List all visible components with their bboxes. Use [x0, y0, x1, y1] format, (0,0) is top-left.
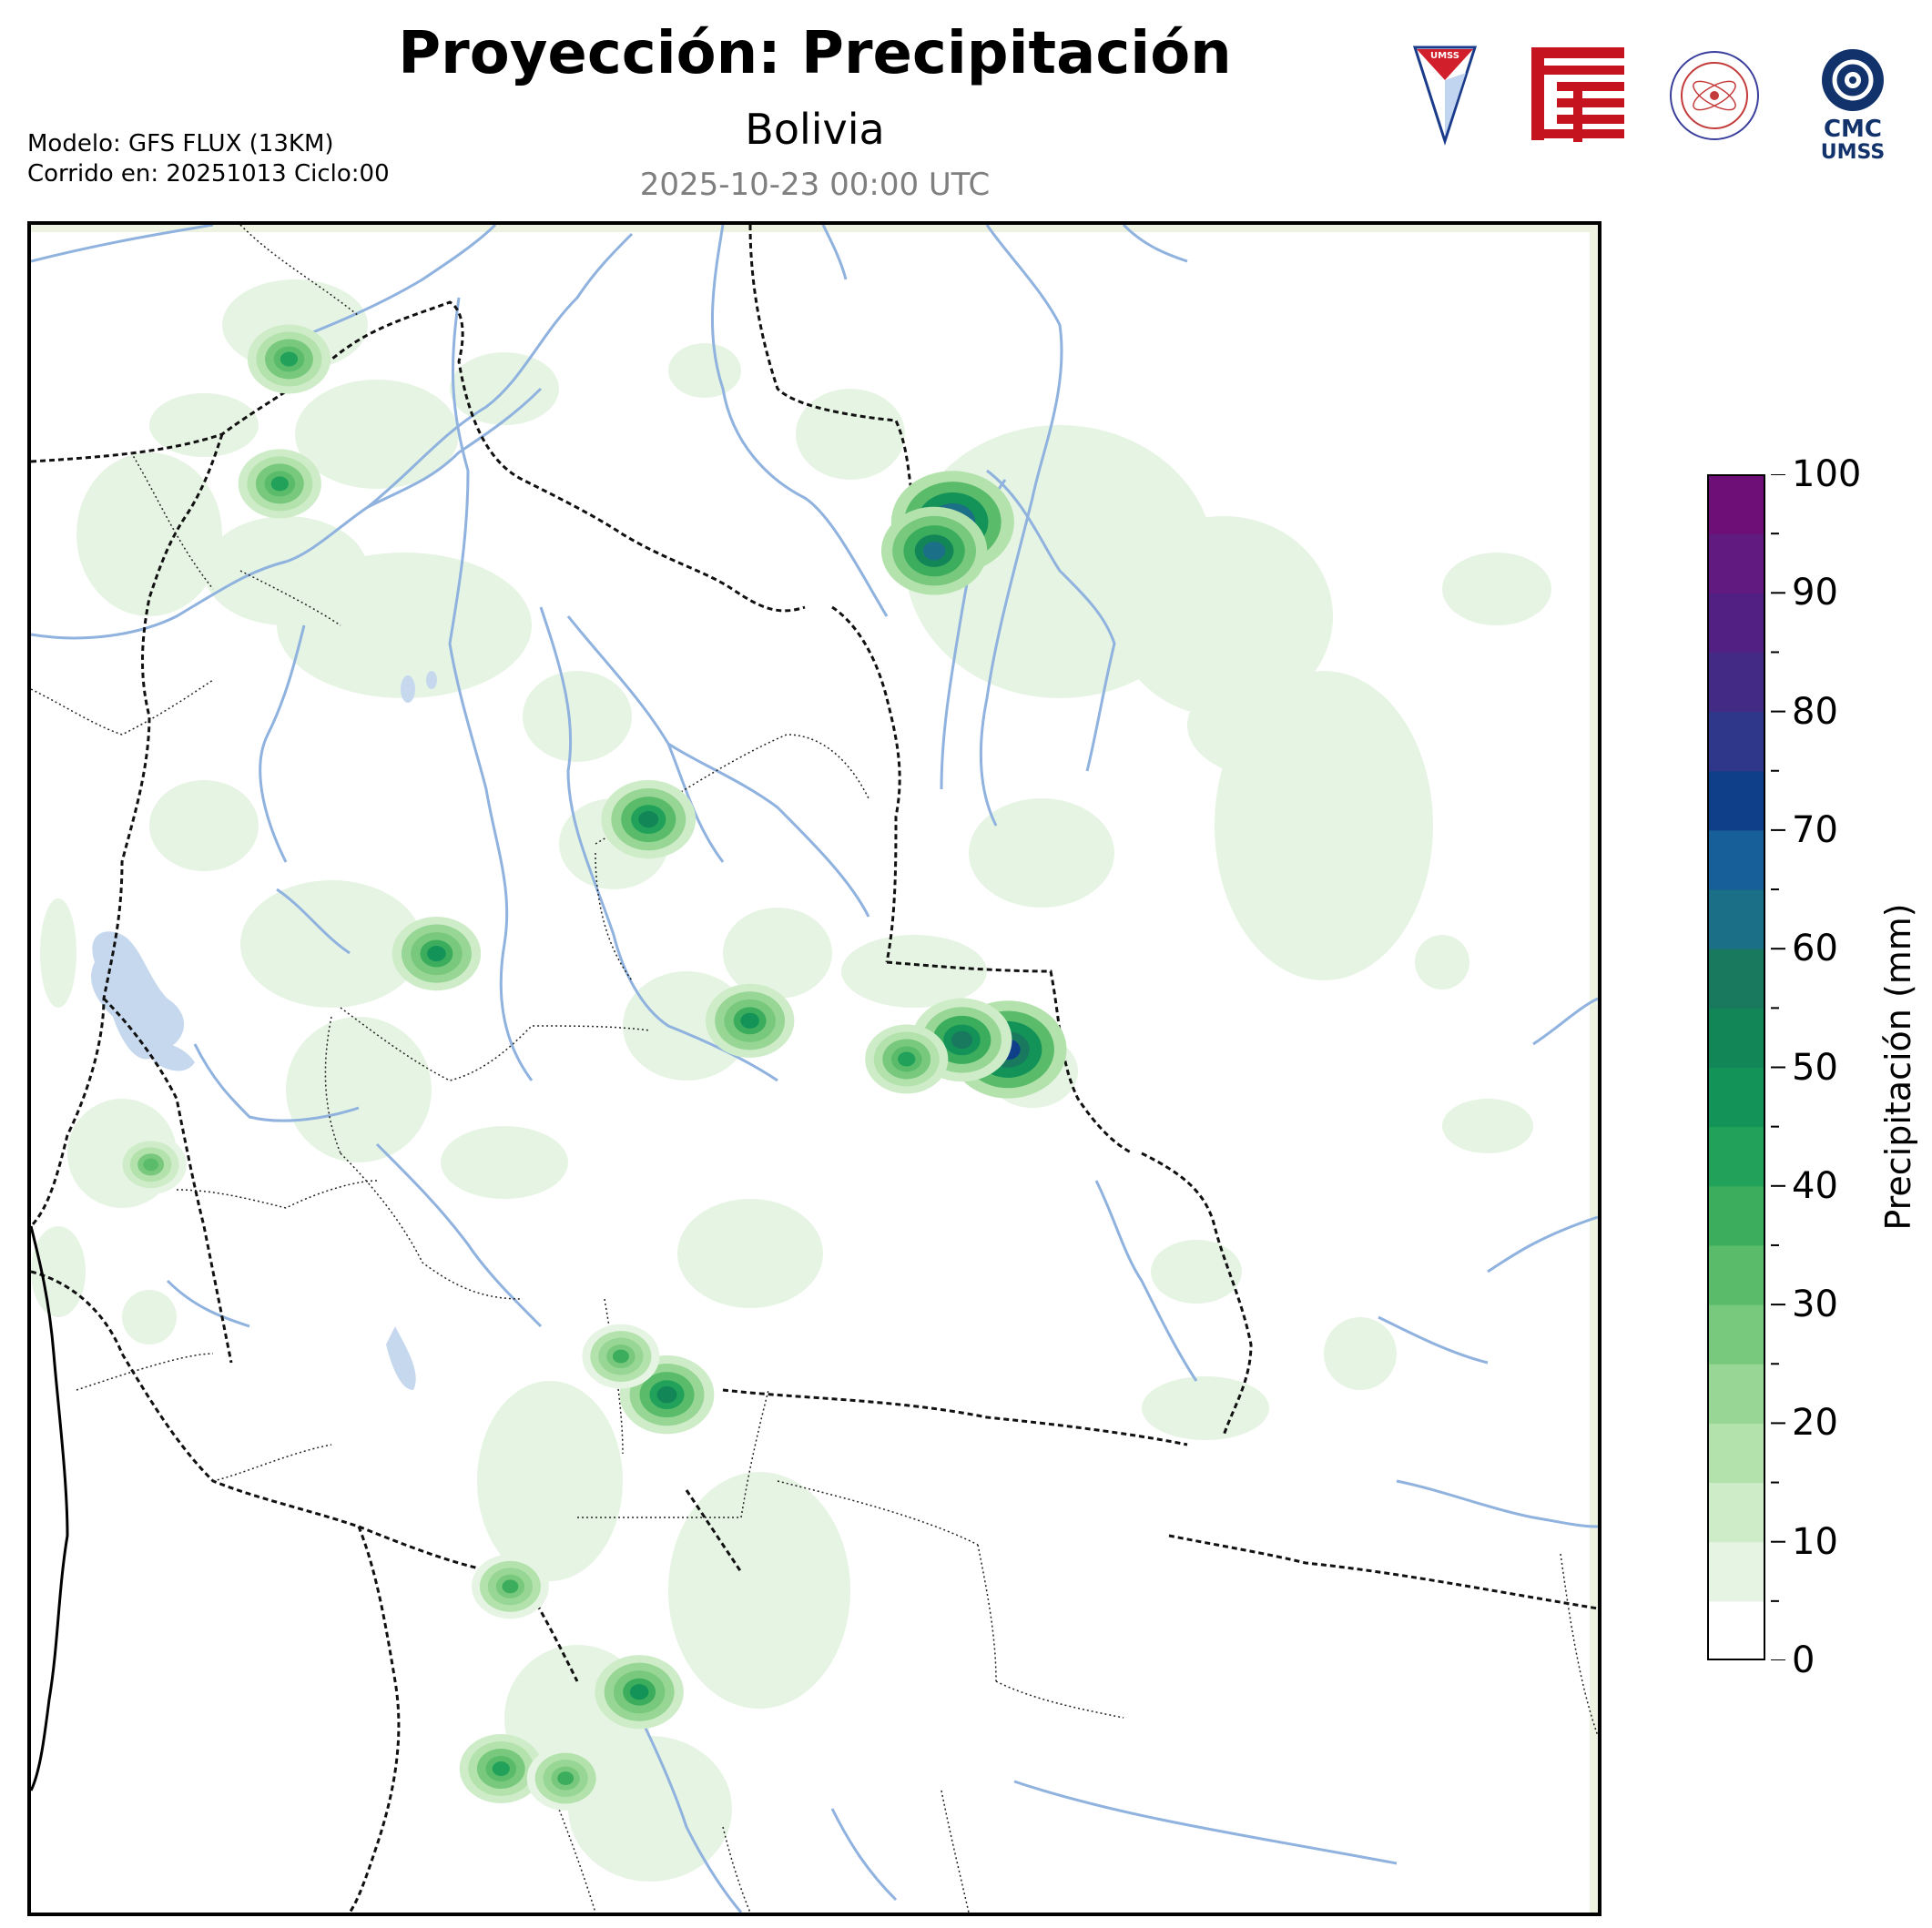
colorbar-band	[1707, 1126, 1765, 1187]
colorbar-band	[1707, 1008, 1765, 1068]
precip-contour	[656, 1386, 677, 1404]
precip-contour	[898, 1051, 916, 1067]
chart-title: Proyección: Precipitación	[398, 20, 1232, 87]
precip-contour	[143, 1158, 158, 1172]
model-info: Modelo: GFS FLUX (13KM) Corrido en: 2025…	[27, 129, 390, 189]
land-margin-right	[1590, 225, 1598, 1913]
colorbar-ticks	[1771, 474, 1785, 1660]
colorbar-label: Precipitación (mm)	[1878, 903, 1918, 1231]
colorbar-tick-label: 70	[1792, 808, 1838, 851]
coastline	[31, 1225, 69, 1791]
precip-contour	[951, 1030, 973, 1050]
precip-contour	[270, 476, 289, 492]
colorbar-band	[1707, 593, 1765, 653]
colorbar-tick-label: 40	[1792, 1164, 1838, 1207]
colorbar-band	[1707, 829, 1765, 890]
colorbar-tick-label: 100	[1792, 453, 1862, 495]
precip-contour	[612, 1349, 629, 1364]
svg-text:UMSS: UMSS	[1821, 141, 1885, 164]
precip-contour	[492, 1761, 510, 1776]
colorbar-outline	[1707, 474, 1765, 1660]
svg-text:CMC: CMC	[1824, 116, 1882, 143]
svg-text:UMSS: UMSS	[1430, 51, 1459, 61]
institution-logos: UMSS CMC UMSS	[1393, 46, 1903, 164]
colorbar-band	[1707, 1364, 1765, 1424]
national-borders	[31, 225, 1598, 1913]
colorbar-tick-label: 10	[1792, 1520, 1838, 1563]
precip-contour	[638, 811, 659, 828]
colorbar-tick-label: 0	[1792, 1639, 1815, 1681]
land-margin-top	[31, 225, 1598, 232]
precip-contour	[502, 1579, 519, 1594]
colorbar-tick-label: 20	[1792, 1402, 1838, 1445]
colorbar-tick-label: 80	[1792, 690, 1838, 733]
colorbar-band	[1707, 889, 1765, 949]
colorbar-band	[1707, 652, 1765, 713]
colorbar-band	[1707, 474, 1765, 534]
colorbar-band	[1707, 1541, 1765, 1602]
colorbar-band	[1707, 1067, 1765, 1128]
colorbar-band	[1707, 1185, 1765, 1246]
colorbar-tick-label: 60	[1792, 928, 1838, 970]
colorbar-band	[1707, 1244, 1765, 1305]
colorbar-tick-label: 90	[1792, 572, 1838, 614]
colorbar	[1707, 474, 1765, 1660]
colorbar-band	[1707, 770, 1765, 831]
colorbar-band	[1707, 949, 1765, 1009]
precip-contour	[557, 1771, 575, 1785]
run-line: Corrido en: 20251013 Ciclo:00	[27, 160, 390, 188]
precip-contour	[629, 1684, 649, 1700]
cmc-umss-logo: CMC UMSS	[1821, 49, 1885, 164]
colorbar-band	[1707, 1600, 1765, 1660]
map-canvas	[31, 225, 1598, 1913]
model-line: Modelo: GFS FLUX (13KM)	[27, 130, 334, 157]
precip-contour	[280, 351, 299, 367]
chart-subtitle: Bolivia	[745, 105, 885, 154]
colorbar-band	[1707, 711, 1765, 772]
precipitation-map	[27, 221, 1602, 1916]
precip-contour	[922, 541, 946, 561]
precip-contour	[740, 1012, 759, 1029]
colorbar-band	[1707, 1304, 1765, 1365]
umss-shield-logo: UMSS	[1413, 46, 1477, 146]
precip-contour	[427, 946, 446, 962]
colorbar-tick-label: 50	[1792, 1046, 1838, 1089]
colorbar-band	[1707, 1482, 1765, 1543]
forecast-datetime: 2025-10-23 00:00 UTC	[639, 167, 991, 203]
lakes	[91, 671, 437, 1390]
colorbar-tick-label: 30	[1792, 1284, 1838, 1326]
colorbar-band	[1707, 533, 1765, 594]
precipitation-cells	[115, 324, 1067, 1811]
colorbar-band	[1707, 1423, 1765, 1484]
fcyt-red-logo	[1531, 47, 1624, 142]
departamento-fisica-seal-logo	[1670, 51, 1759, 140]
